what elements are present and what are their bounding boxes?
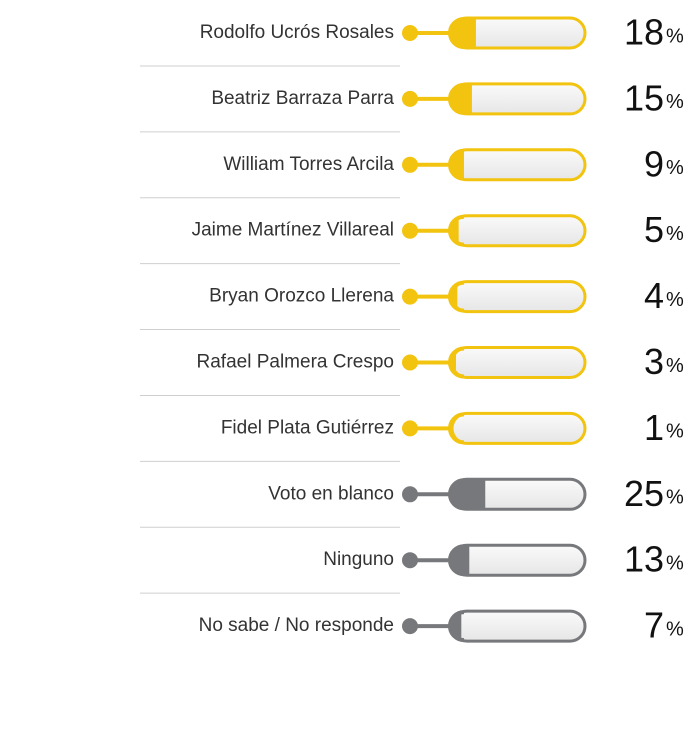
marker-dot <box>402 552 418 569</box>
marker-dot <box>402 90 418 107</box>
pill-outline <box>450 411 587 445</box>
value-unit: % <box>666 25 684 47</box>
marker-dot <box>402 618 418 635</box>
value-unit: % <box>666 421 684 443</box>
value-unit: % <box>666 552 684 574</box>
bar <box>452 149 464 180</box>
value-label: 7 <box>644 605 664 646</box>
value-label: 18 <box>624 12 664 53</box>
value-unit: % <box>666 487 684 509</box>
bar <box>452 545 470 576</box>
value-label: 15 <box>624 77 664 118</box>
value-label: 9 <box>644 143 664 184</box>
marker-dot <box>402 156 418 173</box>
category-label: Jaime Martínez Villareal <box>192 220 394 241</box>
value-label: 3 <box>644 341 664 382</box>
value-label: 4 <box>644 275 664 316</box>
value-unit: % <box>666 289 684 311</box>
value-unit: % <box>666 618 684 640</box>
value-label: 25 <box>624 473 664 514</box>
pill-bg <box>452 18 585 48</box>
category-label: Voto en blanco <box>268 483 394 504</box>
category-label: Rafael Palmera Crespo <box>197 352 394 373</box>
value-label: 13 <box>624 539 664 580</box>
value-unit: % <box>666 223 684 245</box>
bar <box>452 347 456 378</box>
marker-dot <box>402 288 418 305</box>
bar <box>452 18 476 48</box>
pill-outline <box>450 543 587 577</box>
bar <box>452 215 459 246</box>
value-unit: % <box>666 91 684 113</box>
bar <box>452 281 458 312</box>
pill-bg <box>452 611 585 642</box>
pill-outline <box>450 609 587 643</box>
pill-bg <box>452 215 585 246</box>
marker-dot <box>402 354 418 371</box>
bar <box>452 611 462 642</box>
pill-bg <box>452 545 585 576</box>
bar <box>452 83 472 114</box>
pill-outline <box>450 82 587 116</box>
category-label: Rodolfo Ucrós Rosales <box>200 22 394 43</box>
marker-dot <box>402 25 418 41</box>
marker-dot <box>402 222 418 239</box>
pill-outline <box>450 148 587 182</box>
pill-bg <box>452 281 585 312</box>
value-unit: % <box>666 355 684 377</box>
marker-dot <box>402 486 418 503</box>
value-label: 1 <box>644 407 664 448</box>
pill-outline <box>450 477 587 511</box>
marker-dot <box>402 420 418 437</box>
category-label: William Torres Arcila <box>223 154 394 175</box>
pill-bg <box>452 347 585 378</box>
pill-outline <box>450 16 587 50</box>
pill-outline <box>450 346 587 379</box>
pill-bg <box>452 149 585 180</box>
category-label: Beatriz Barraza Parra <box>211 88 394 109</box>
category-label: Bryan Orozco Llerena <box>209 286 394 307</box>
value-label: 5 <box>644 209 664 250</box>
category-label: No sabe / No responde <box>199 615 394 636</box>
pill-outline <box>450 214 587 248</box>
category-label: Ninguno <box>323 549 394 570</box>
pill-bg <box>452 83 585 114</box>
value-unit: % <box>666 157 684 179</box>
category-label: Fidel Plata Gutiérrez <box>221 417 394 438</box>
pill-outline <box>450 280 587 314</box>
pill-bg <box>452 413 585 444</box>
